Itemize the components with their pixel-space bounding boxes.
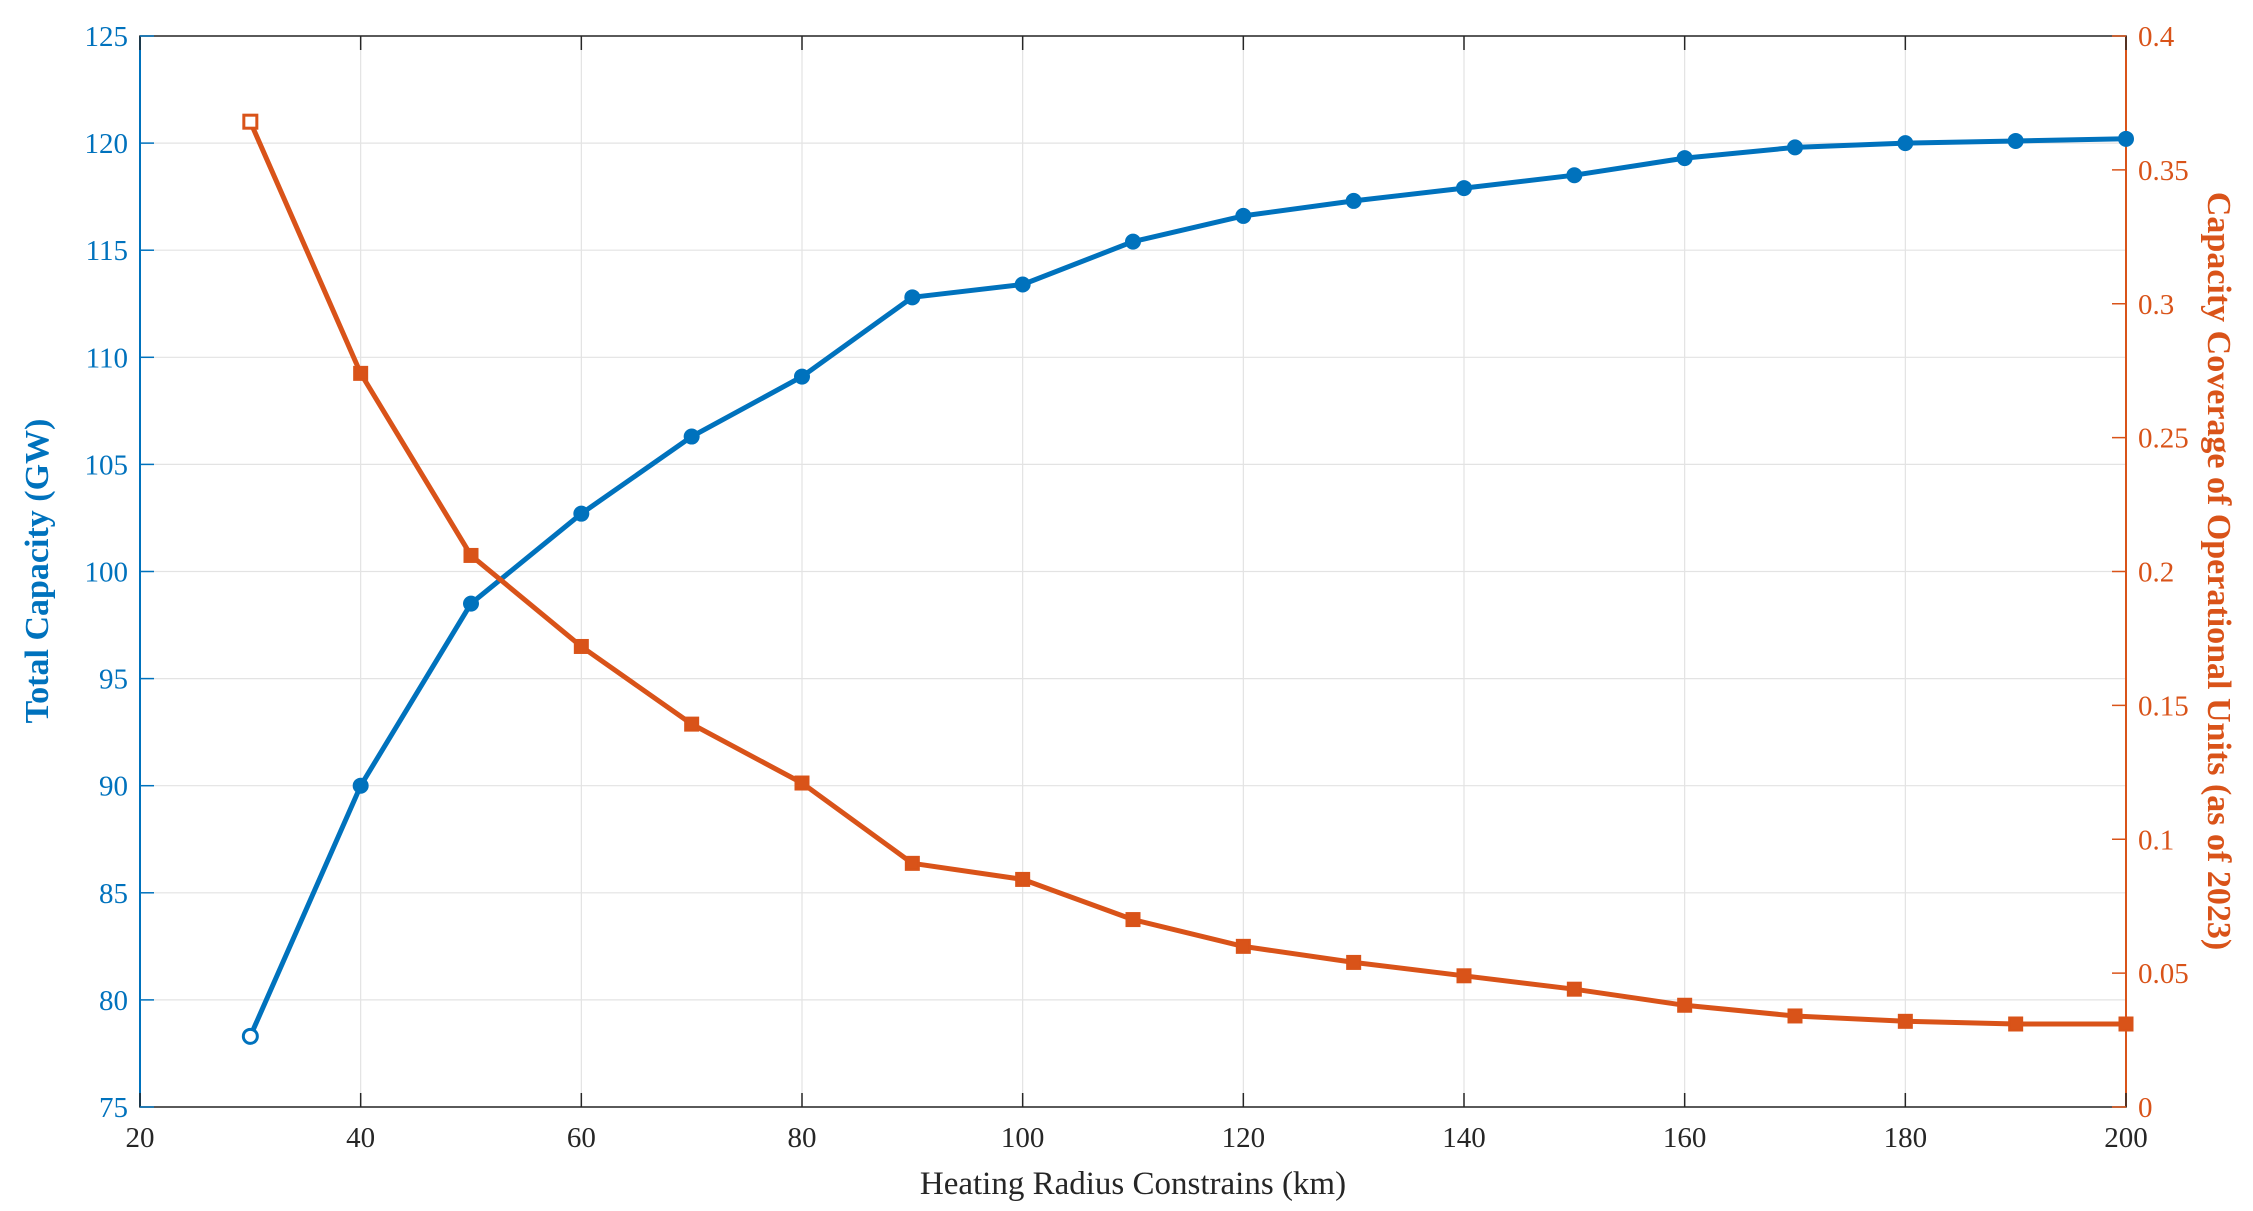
x-tick-label: 80 — [788, 1122, 817, 1154]
x-tick-label: 140 — [1442, 1122, 1486, 1154]
x-tick-label: 60 — [567, 1122, 596, 1154]
left-y-tick-label: 100 — [85, 557, 129, 589]
right-y-tick-label: 0.05 — [2138, 958, 2189, 990]
right-y-tick-label: 0.2 — [2138, 557, 2174, 589]
x-axis-title: Heating Radius Constrains (km) — [920, 1166, 1346, 1202]
data-point-right — [1677, 997, 1693, 1013]
left-y-tick-label: 120 — [85, 128, 129, 160]
data-point-right — [1235, 938, 1251, 954]
data-point-right — [1125, 912, 1141, 928]
x-tick-label: 100 — [1001, 1122, 1045, 1154]
data-point-left — [1566, 167, 1583, 184]
series-left-group — [241, 130, 2134, 1045]
x-tick-label: 160 — [1663, 1122, 1707, 1154]
data-point-right — [242, 113, 259, 130]
data-point-left — [1897, 135, 1914, 152]
data-point-left — [1456, 180, 1472, 197]
data-point-left — [904, 289, 921, 306]
right-y-tick-label: 0.3 — [2138, 289, 2174, 321]
ticks: 20 40 60 80 100 120 140 160 180 200 75 80 85 90 95 100 1… — [85, 21, 2189, 1154]
data-point-right — [1897, 1013, 1913, 1029]
left-y-tick-label: 125 — [85, 21, 129, 53]
right-y-tick-label: 0.1 — [2138, 824, 2174, 856]
x-tick-label: 40 — [346, 1122, 375, 1154]
series — [241, 113, 2134, 1045]
left-y-axis-title: Total Capacity (GW) — [19, 419, 56, 724]
data-point-left — [1345, 192, 1362, 209]
data-point-right — [1015, 871, 1031, 887]
data-point-right — [463, 547, 479, 563]
left-y-tick-label: 75 — [99, 1092, 128, 1124]
left-y-tick-label: 95 — [99, 664, 128, 696]
left-y-tick-label: 80 — [99, 985, 128, 1017]
left-y-tick-label: 90 — [99, 771, 128, 803]
series-line-right — [248, 120, 2126, 1027]
data-point-right — [573, 638, 589, 654]
data-point-left — [1676, 150, 1693, 167]
left-y-tick-label: 110 — [86, 342, 128, 374]
right-y-axis-title: Capacity Coverage of Operational Units (… — [2200, 192, 2237, 950]
x-tick-label: 200 — [2104, 1122, 2148, 1154]
left-y-tick-label: 115 — [86, 235, 128, 267]
data-point-right — [684, 716, 700, 732]
data-point-right — [1456, 968, 1472, 984]
data-point-left — [1014, 276, 1031, 293]
data-point-right — [353, 365, 369, 381]
right-y-tick-label: 0 — [2138, 1092, 2153, 1124]
x-tick-label: 180 — [1884, 1122, 1928, 1154]
right-y-tick-label: 0.15 — [2138, 690, 2189, 722]
series-right-group — [242, 113, 2134, 1032]
series-line-left — [248, 136, 2127, 1038]
data-point-right — [1566, 981, 1582, 997]
data-point-right — [794, 775, 810, 791]
x-tick-label: 120 — [1222, 1122, 1266, 1154]
data-point-left — [352, 777, 369, 794]
data-point-left — [794, 368, 810, 385]
data-point-left — [463, 595, 479, 612]
data-point-right — [1346, 954, 1362, 970]
right-y-tick-label: 0.4 — [2138, 21, 2175, 53]
data-point-left — [2007, 132, 2024, 149]
data-point-left — [2118, 130, 2134, 147]
data-point-left — [1235, 207, 1252, 224]
left-y-tick-label: 85 — [99, 878, 128, 910]
right-y-tick-label: 0.25 — [2138, 423, 2189, 455]
data-point-right — [2008, 1016, 2024, 1032]
data-point-right — [904, 855, 920, 871]
right-y-tick-label: 0.35 — [2138, 155, 2189, 187]
data-point-right — [2118, 1016, 2134, 1032]
data-point-left — [241, 1027, 259, 1045]
x-tick-label: 20 — [126, 1122, 155, 1154]
left-y-tick-label: 105 — [85, 449, 129, 481]
data-point-left — [1787, 139, 1803, 156]
data-point-left — [573, 505, 590, 522]
data-point-right — [1787, 1008, 1803, 1024]
data-point-left — [1125, 233, 1141, 250]
data-point-left — [683, 428, 700, 445]
